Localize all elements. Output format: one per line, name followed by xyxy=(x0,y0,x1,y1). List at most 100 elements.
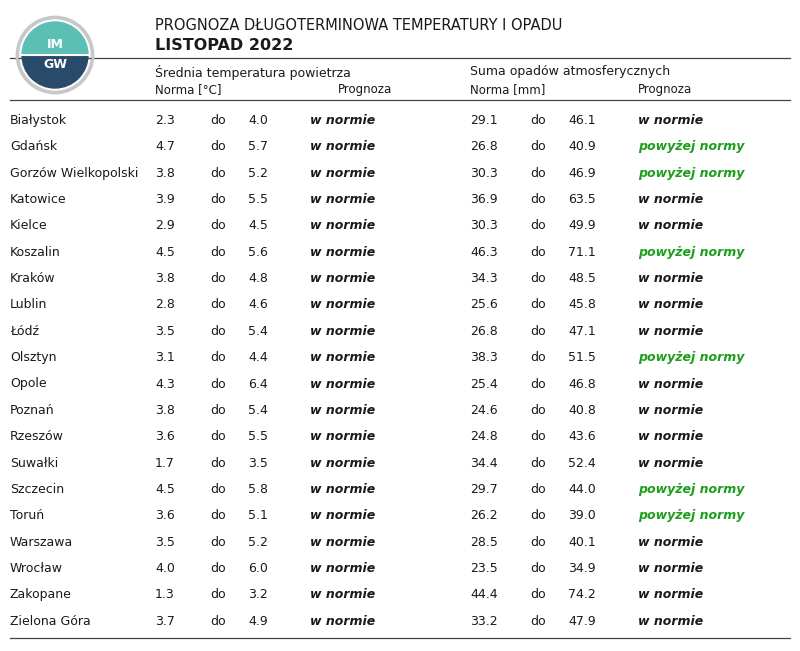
Text: 25.4: 25.4 xyxy=(470,378,498,391)
Text: 3.5: 3.5 xyxy=(248,456,268,469)
Text: do: do xyxy=(530,272,546,285)
Text: 40.9: 40.9 xyxy=(568,141,596,154)
Text: do: do xyxy=(530,430,546,443)
Text: 47.1: 47.1 xyxy=(568,325,596,338)
Text: do: do xyxy=(210,615,226,628)
Text: w normie: w normie xyxy=(310,589,375,602)
Text: powyżej normy: powyżej normy xyxy=(638,245,744,258)
Text: w normie: w normie xyxy=(310,562,375,575)
Text: 24.8: 24.8 xyxy=(470,430,498,443)
Text: 48.5: 48.5 xyxy=(568,272,596,285)
Text: Toruń: Toruń xyxy=(10,509,44,522)
Text: powyżej normy: powyżej normy xyxy=(638,483,744,496)
Text: 4.6: 4.6 xyxy=(248,298,268,311)
Text: Suma opadów atmosferycznych: Suma opadów atmosferycznych xyxy=(470,65,670,78)
Text: 4.5: 4.5 xyxy=(155,483,175,496)
Text: 46.3: 46.3 xyxy=(470,245,498,258)
Text: 51.5: 51.5 xyxy=(568,351,596,364)
Text: do: do xyxy=(530,378,546,391)
Text: do: do xyxy=(210,245,226,258)
Text: w normie: w normie xyxy=(310,378,375,391)
Text: do: do xyxy=(210,141,226,154)
Text: 3.5: 3.5 xyxy=(155,325,175,338)
Text: 6.0: 6.0 xyxy=(248,562,268,575)
Text: 3.8: 3.8 xyxy=(155,167,175,180)
Text: do: do xyxy=(530,404,546,417)
Text: w normie: w normie xyxy=(638,193,703,206)
Text: 23.5: 23.5 xyxy=(470,562,498,575)
Text: w normie: w normie xyxy=(638,404,703,417)
Text: 1.3: 1.3 xyxy=(155,589,174,602)
Text: 5.7: 5.7 xyxy=(248,141,268,154)
Text: do: do xyxy=(530,509,546,522)
Text: w normie: w normie xyxy=(638,219,703,232)
Text: 4.8: 4.8 xyxy=(248,272,268,285)
Text: w normie: w normie xyxy=(310,141,375,154)
Text: w normie: w normie xyxy=(638,536,703,549)
Text: do: do xyxy=(210,456,226,469)
Text: do: do xyxy=(530,141,546,154)
Text: Poznań: Poznań xyxy=(10,404,54,417)
Text: do: do xyxy=(530,483,546,496)
Text: w normie: w normie xyxy=(638,562,703,575)
Text: w normie: w normie xyxy=(310,325,375,338)
Text: 5.2: 5.2 xyxy=(248,536,268,549)
Text: w normie: w normie xyxy=(638,430,703,443)
Text: w normie: w normie xyxy=(310,351,375,364)
Text: 38.3: 38.3 xyxy=(470,351,498,364)
Text: do: do xyxy=(530,615,546,628)
Text: 40.8: 40.8 xyxy=(568,404,596,417)
Circle shape xyxy=(17,17,93,93)
Text: do: do xyxy=(530,589,546,602)
Text: 45.8: 45.8 xyxy=(568,298,596,311)
Text: Norma [mm]: Norma [mm] xyxy=(470,83,546,96)
Text: 2.3: 2.3 xyxy=(155,114,174,127)
Text: w normie: w normie xyxy=(310,430,375,443)
Text: 46.1: 46.1 xyxy=(568,114,596,127)
Text: w normie: w normie xyxy=(638,456,703,469)
Text: w normie: w normie xyxy=(638,589,703,602)
Text: w normie: w normie xyxy=(310,167,375,180)
Text: 29.7: 29.7 xyxy=(470,483,498,496)
Text: 52.4: 52.4 xyxy=(568,456,596,469)
Text: 5.1: 5.1 xyxy=(248,509,268,522)
Text: w normie: w normie xyxy=(310,404,375,417)
Text: do: do xyxy=(210,483,226,496)
Text: 3.8: 3.8 xyxy=(155,272,175,285)
Text: 25.6: 25.6 xyxy=(470,298,498,311)
Text: do: do xyxy=(530,351,546,364)
Text: 47.9: 47.9 xyxy=(568,615,596,628)
Text: Gdańsk: Gdańsk xyxy=(10,141,57,154)
Text: 43.6: 43.6 xyxy=(568,430,596,443)
Text: 4.9: 4.9 xyxy=(248,615,268,628)
Text: w normie: w normie xyxy=(638,114,703,127)
Text: 46.9: 46.9 xyxy=(568,167,596,180)
Text: do: do xyxy=(210,114,226,127)
Text: do: do xyxy=(210,298,226,311)
Text: 26.8: 26.8 xyxy=(470,141,498,154)
Text: Suwałki: Suwałki xyxy=(10,456,58,469)
Text: do: do xyxy=(530,456,546,469)
Text: w normie: w normie xyxy=(310,245,375,258)
Text: do: do xyxy=(210,167,226,180)
Text: w normie: w normie xyxy=(638,325,703,338)
Text: w normie: w normie xyxy=(310,193,375,206)
Text: do: do xyxy=(210,404,226,417)
Text: 34.3: 34.3 xyxy=(470,272,498,285)
Text: do: do xyxy=(210,536,226,549)
Text: do: do xyxy=(210,589,226,602)
Text: w normie: w normie xyxy=(310,456,375,469)
Text: do: do xyxy=(530,219,546,232)
Text: 44.0: 44.0 xyxy=(568,483,596,496)
Text: powyżej normy: powyżej normy xyxy=(638,167,744,180)
Text: 44.4: 44.4 xyxy=(470,589,498,602)
Wedge shape xyxy=(22,55,88,88)
Text: 34.9: 34.9 xyxy=(568,562,596,575)
Wedge shape xyxy=(22,22,88,55)
Text: Olsztyn: Olsztyn xyxy=(10,351,57,364)
Text: 3.7: 3.7 xyxy=(155,615,175,628)
Text: w normie: w normie xyxy=(638,272,703,285)
Text: do: do xyxy=(530,298,546,311)
Text: Łódź: Łódź xyxy=(10,325,39,338)
Text: 4.4: 4.4 xyxy=(248,351,268,364)
